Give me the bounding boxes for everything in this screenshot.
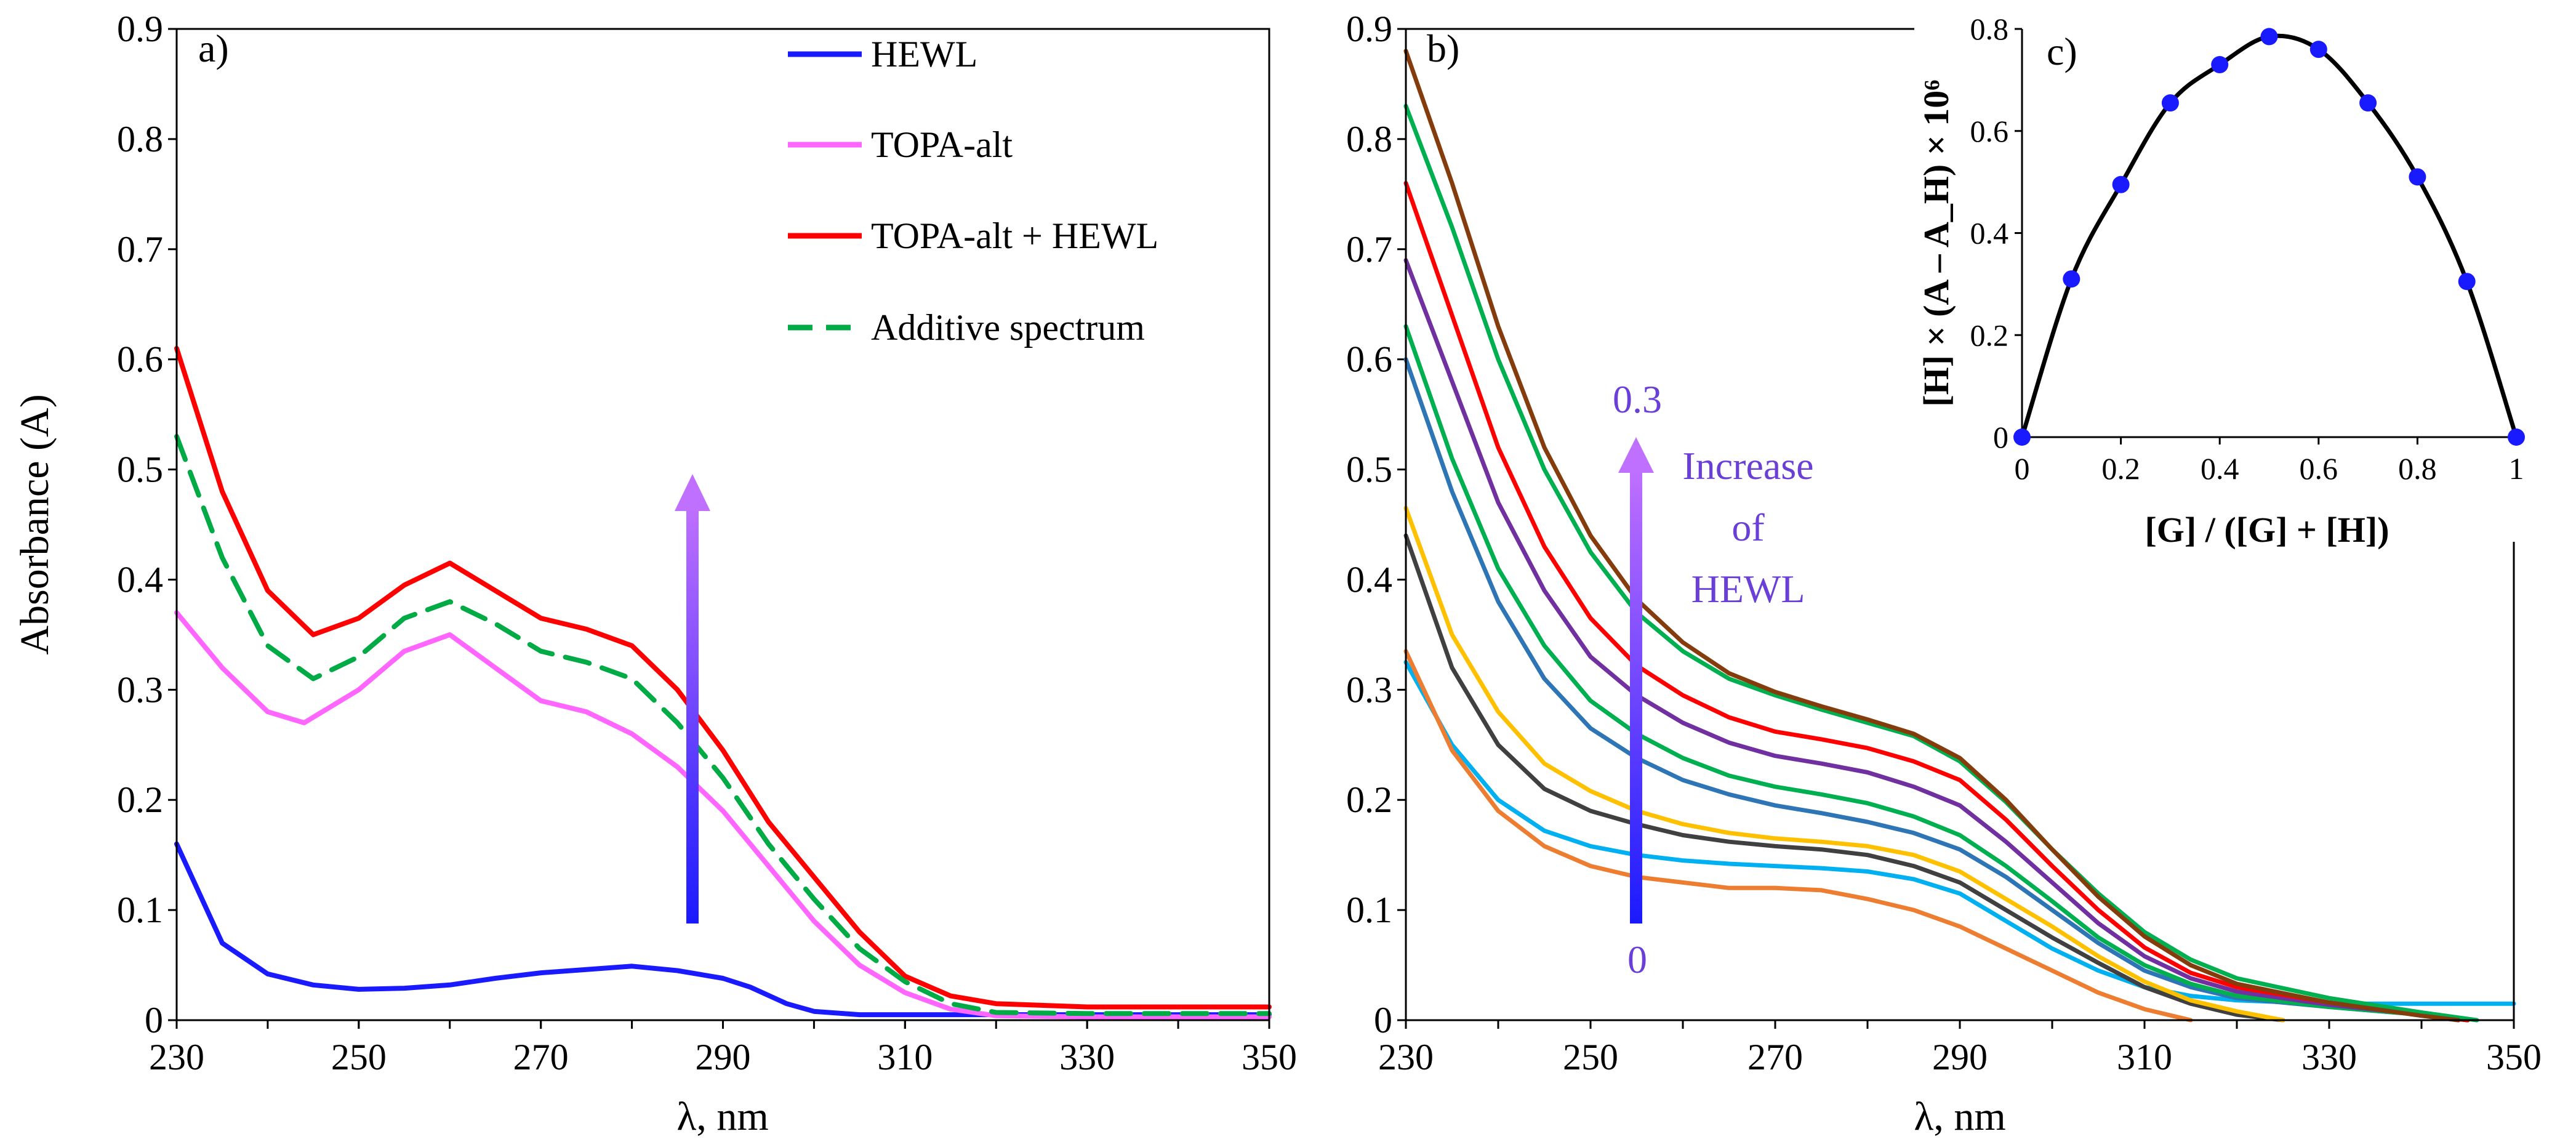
annotation-line-3: HEWL — [1691, 567, 1805, 611]
panel-c-data-point — [2508, 429, 2525, 446]
panel-c-data-point — [2112, 175, 2130, 193]
annotation-line-1: Increase — [1682, 444, 1813, 488]
panel-b-series-s9 — [1403, 103, 2479, 1023]
panel-a-y-axis-title: Absorbance (A) — [12, 394, 57, 654]
panel-b-x-tick-label: 290 — [1932, 1037, 1988, 1077]
panel-b-y-tick-label: 0.7 — [1346, 229, 1392, 270]
panel-b-series-s10 — [1403, 49, 2461, 1023]
panel-c-y-tick-label: 0.4 — [1970, 216, 2009, 251]
panel-c-x-axis-title: [G] / ([G] + [H]) — [2145, 510, 2389, 550]
panel-a-series-additive-spectrum — [174, 433, 1272, 1016]
panel-b-x-tick-label: 330 — [2301, 1037, 2357, 1077]
legend-label-topa-alt-hewl: TOPA-alt + HEWL — [871, 215, 1158, 256]
panel-b-y-tick-label: 0.2 — [1346, 779, 1392, 820]
panel-b-series-s8 — [1403, 180, 2470, 1023]
panel-c-x-tick-label: 0.4 — [2201, 451, 2239, 486]
panel-a-x-tick-label: 250 — [331, 1037, 387, 1077]
panel-a-legend: HEWL TOPA-alt TOPA-alt + HEWL Additive s… — [788, 34, 1158, 348]
panel-c-inset: 0 0.2 0.4 0.6 0.8 1 0 0.2 0.4 0.6 0.8 c) [G] / ([G… — [1914, 12, 2530, 550]
panel-c-y-tick-label: 0.2 — [1970, 318, 2009, 352]
annotation-line-2: of — [1731, 505, 1765, 549]
panel-b-series-s2 — [1403, 649, 2193, 1023]
panel-a-y-tick-label: 0.8 — [117, 119, 163, 159]
panel-a-y-tick-label: 0.3 — [117, 669, 163, 710]
panel-b-x-tick-label: 230 — [1378, 1037, 1434, 1077]
panel-b-y-tick-label: 0.9 — [1346, 9, 1392, 49]
panel-c-x-tick-label: 0.6 — [2300, 451, 2338, 486]
panel-c-data-point — [2161, 94, 2179, 112]
panel-c-y-tick-label: 0.6 — [1970, 114, 2009, 148]
panel-b-series-s5 — [1403, 357, 2470, 1023]
panel-a-plot-frame — [175, 28, 1270, 1021]
panel-c-data-point — [2260, 28, 2278, 46]
panel-a-y-tick-label: 0.2 — [117, 779, 163, 820]
panel-a-y-tick-label: 0.9 — [117, 9, 163, 49]
legend-label-additive: Additive spectrum — [871, 307, 1145, 348]
panel-a-y-tick-label: 0.5 — [117, 449, 163, 490]
panel-a-x-tick-label: 290 — [696, 1037, 751, 1077]
panel-b-series-s4 — [1403, 505, 2285, 1023]
panel-b-x-tick-label: 250 — [1563, 1037, 1618, 1077]
panel-c-data-point — [2309, 41, 2327, 58]
panel-a-y-tick-label: 0.4 — [117, 559, 163, 600]
panel-c-label: c) — [2047, 30, 2077, 73]
panel-b-label: b) — [1427, 26, 1459, 70]
annotation-bottom-value: 0 — [1627, 938, 1647, 981]
panel-a-x-tick-label: 230 — [149, 1037, 204, 1077]
panel-a-label: a) — [198, 26, 229, 70]
panel-c-data-point — [2013, 429, 2031, 446]
panel-a-series-topa-alt-hewl — [174, 345, 1272, 1010]
panel-b-y-tick-label: 0.8 — [1346, 119, 1392, 159]
panel-b-y-tick-label: 0 — [1374, 1000, 1392, 1040]
panel-a-x-tick-label: 330 — [1059, 1037, 1115, 1077]
panel-c-y-tick-label: 0 — [1993, 420, 2008, 454]
panel-a-y-tick-label: 0.1 — [117, 890, 163, 930]
legend-label-hewl: HEWL — [871, 34, 977, 74]
panel-a-y-tick-label: 0.6 — [117, 339, 163, 380]
panel-b-arrow-head — [1618, 437, 1654, 473]
panel-b-series-s3 — [1403, 533, 2285, 1023]
panel-b-x-tick-label: 270 — [1747, 1037, 1803, 1077]
panel-a-x-tick-label: 270 — [513, 1037, 569, 1077]
panel-b-y-tick-label: 0.5 — [1346, 449, 1392, 490]
panel-c-data-point — [2359, 94, 2377, 112]
panel-c-x-tick-label: 0.8 — [2398, 451, 2437, 486]
panel-b-series-s1 — [1403, 660, 2516, 1006]
panel-b-y-tick-label: 0.3 — [1346, 669, 1392, 710]
panel-b-arrow-shaft — [1630, 468, 1642, 924]
panel-c-x-tick-label: 1 — [2509, 451, 2524, 486]
panel-c-data-point — [2211, 56, 2229, 74]
panel-a-arrow-head — [675, 474, 710, 511]
panel-b-y-tick-label: 0.4 — [1346, 559, 1392, 600]
panel-a-series-hewl — [174, 841, 1272, 1018]
panel-b-y-tick-label: 0.6 — [1346, 339, 1392, 380]
panel-a-series-topa-alt — [174, 610, 1272, 1020]
panel-b-x-axis-title: λ, nm — [1914, 1094, 2005, 1139]
panel-b-series-s6 — [1403, 324, 2470, 1023]
panel-a-x-axis-title: λ, nm — [676, 1094, 768, 1139]
panel-c-data-point — [2409, 168, 2426, 186]
panel-a-arrow-shaft — [686, 505, 699, 924]
panel-a: 230 250 270 290 310 330 350 0 0.1 0.2 0.3 0.4 0.5 0.6… — [12, 9, 1297, 1139]
panel-b-x-tick-label: 310 — [2117, 1037, 2172, 1077]
panel-b-y-tick-label: 0.1 — [1346, 890, 1392, 930]
panel-a-y-tick-label: 0 — [145, 1000, 163, 1040]
panel-c-data-point — [2063, 270, 2080, 288]
legend-label-topa-alt: TOPA-alt — [871, 124, 1013, 165]
panel-b-series-s7 — [1403, 258, 2470, 1023]
annotation-top-value: 0.3 — [1613, 377, 1662, 421]
panel-c-background — [1914, 25, 2530, 542]
panel-c-x-tick-label: 0 — [2015, 451, 2030, 486]
panel-b: 230 250 270 290 310 330 350 0 0.1 0.2 0.3 0.4 0.5 0.6… — [1346, 9, 2542, 1139]
panel-c-y-axis-title: [H] × (A – A_H) × 10⁶ — [1916, 79, 1956, 406]
panel-b-x-tick-label: 350 — [2486, 1037, 2542, 1077]
panel-a-x-tick-label: 310 — [877, 1037, 933, 1077]
panel-c-y-tick-label: 0.8 — [1970, 12, 2009, 46]
panel-a-x-tick-label: 350 — [1242, 1037, 1297, 1077]
panel-a-y-tick-label: 0.7 — [117, 229, 163, 270]
panel-c-x-tick-label: 0.2 — [2101, 451, 2140, 486]
panel-c-data-point — [2458, 273, 2476, 291]
